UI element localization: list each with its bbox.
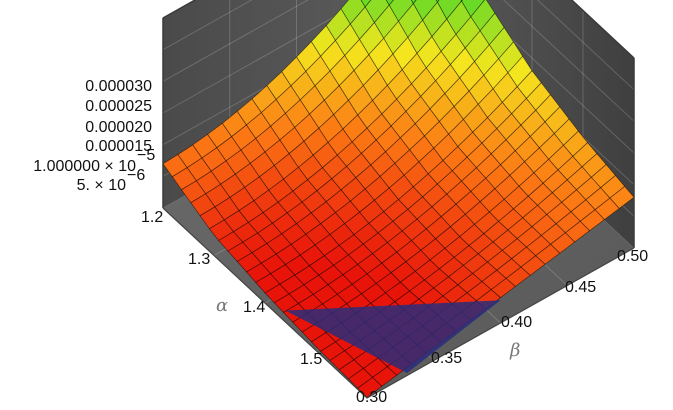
alpha-axis-label: α <box>216 295 228 316</box>
z-tick-label: 0.000025 <box>85 98 152 115</box>
z-tick-label: 0.000030 <box>85 78 152 95</box>
beta-tick-label: 0.50 <box>617 248 648 265</box>
z-tick-exponent: −5 <box>137 147 155 164</box>
beta-axis-label: β <box>509 340 520 361</box>
alpha-tick-label: 1.5 <box>300 351 322 368</box>
wall-gridline <box>162 0 635 154</box>
surface-cell <box>385 0 394 6</box>
z-tick-label: 0.000020 <box>85 119 152 136</box>
surface-cell <box>410 0 417 5</box>
z-axis-tick-labels: 0.000030 0.000025 0.000020 0.000015 1.00… <box>33 78 155 194</box>
beta-axis-tick-labels: 0.30 0.35 0.40 0.45 0.50 β <box>356 248 648 406</box>
wall-gridline <box>162 0 635 91</box>
surface-underside <box>285 300 501 373</box>
wall-gridline <box>162 0 635 122</box>
z-tick-exponent: −6 <box>127 167 145 184</box>
alpha-axis-tick-labels: 1.2 1.3 1.4 1.5 α <box>141 209 322 368</box>
z-tick-label: 0.000015 <box>85 138 152 155</box>
alpha-tick-label: 1.3 <box>188 251 210 268</box>
beta-tick-label: 0.35 <box>431 350 462 367</box>
alpha-tick-label: 1.2 <box>141 209 163 226</box>
alpha-tick-label: 1.4 <box>243 299 265 316</box>
beta-tick-label: 0.45 <box>565 279 596 296</box>
z-tick-label: 5. × 10 <box>77 177 126 194</box>
z-tick-label: 1.000000 × 10 <box>33 158 136 175</box>
box-floor-edge <box>162 207 635 399</box>
beta-tick-label: 0.40 <box>501 314 532 331</box>
surface-mesh <box>162 0 635 398</box>
beta-tick-label: 0.30 <box>356 389 387 406</box>
box-edges <box>162 0 635 399</box>
